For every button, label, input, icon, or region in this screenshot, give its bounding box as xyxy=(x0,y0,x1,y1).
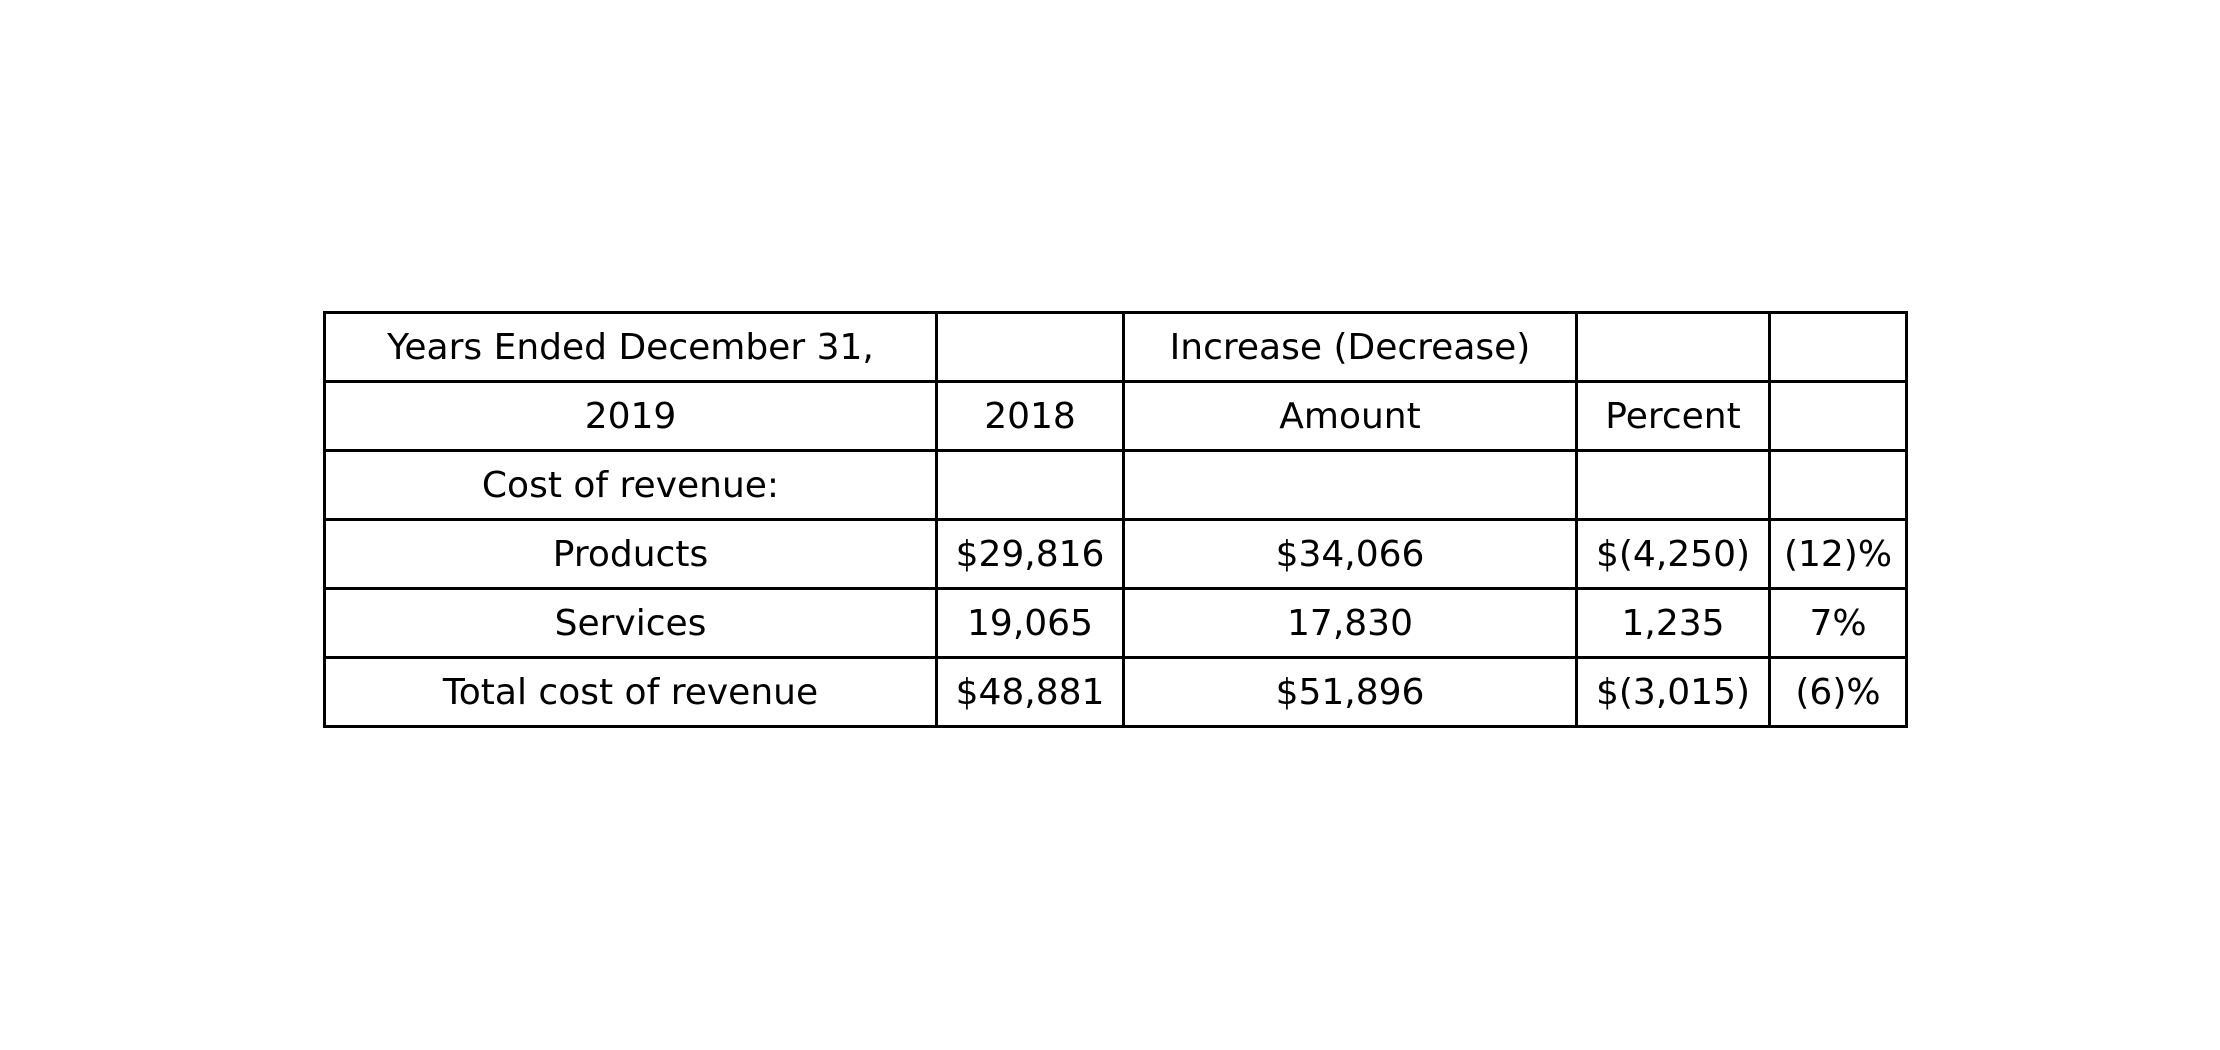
table-cell: $51,896 xyxy=(1122,656,1578,728)
table-cell: Percent xyxy=(1575,380,1771,452)
table-cell xyxy=(935,311,1125,383)
table-row: Total cost of revenue $48,881 $51,896 $(… xyxy=(323,656,1908,728)
table-cell: $(4,250) xyxy=(1575,518,1771,590)
table-cell: $29,816 xyxy=(935,518,1125,590)
table-cell xyxy=(935,449,1125,521)
table-cell: 7% xyxy=(1768,587,1908,659)
table-cell: $(3,015) xyxy=(1575,656,1771,728)
table-cell xyxy=(1122,449,1578,521)
table-cell: 1,235 xyxy=(1575,587,1771,659)
table-cell: 17,830 xyxy=(1122,587,1578,659)
table-cell: (12)% xyxy=(1768,518,1908,590)
table-cell: 19,065 xyxy=(935,587,1125,659)
table-cell xyxy=(1768,311,1908,383)
table-cell: Increase (Decrease) xyxy=(1122,311,1578,383)
table-row: Services 19,065 17,830 1,235 7% xyxy=(323,587,1908,659)
table-cell: Years Ended December 31, xyxy=(323,311,938,383)
table-cell: Cost of revenue: xyxy=(323,449,938,521)
table-cell: (6)% xyxy=(1768,656,1908,728)
table-cell: Services xyxy=(323,587,938,659)
table-row: 2019 2018 Amount Percent xyxy=(323,380,1908,452)
table-cell: Products xyxy=(323,518,938,590)
table-row: Products $29,816 $34,066 $(4,250) (12)% xyxy=(323,518,1908,590)
table-cell xyxy=(1768,380,1908,452)
table-cell: $48,881 xyxy=(935,656,1125,728)
table-cell xyxy=(1575,311,1771,383)
table-row: Years Ended December 31, Increase (Decre… xyxy=(323,311,1908,383)
table-cell: Amount xyxy=(1122,380,1578,452)
table-cell: Total cost of revenue xyxy=(323,656,938,728)
table-cell: 2018 xyxy=(935,380,1125,452)
table-cell: 2019 xyxy=(323,380,938,452)
table-cell xyxy=(1768,449,1908,521)
table-row: Cost of revenue: xyxy=(323,449,1908,521)
table-cell xyxy=(1575,449,1771,521)
table-cell: $34,066 xyxy=(1122,518,1578,590)
cost-of-revenue-table: Years Ended December 31, Increase (Decre… xyxy=(323,311,1908,728)
